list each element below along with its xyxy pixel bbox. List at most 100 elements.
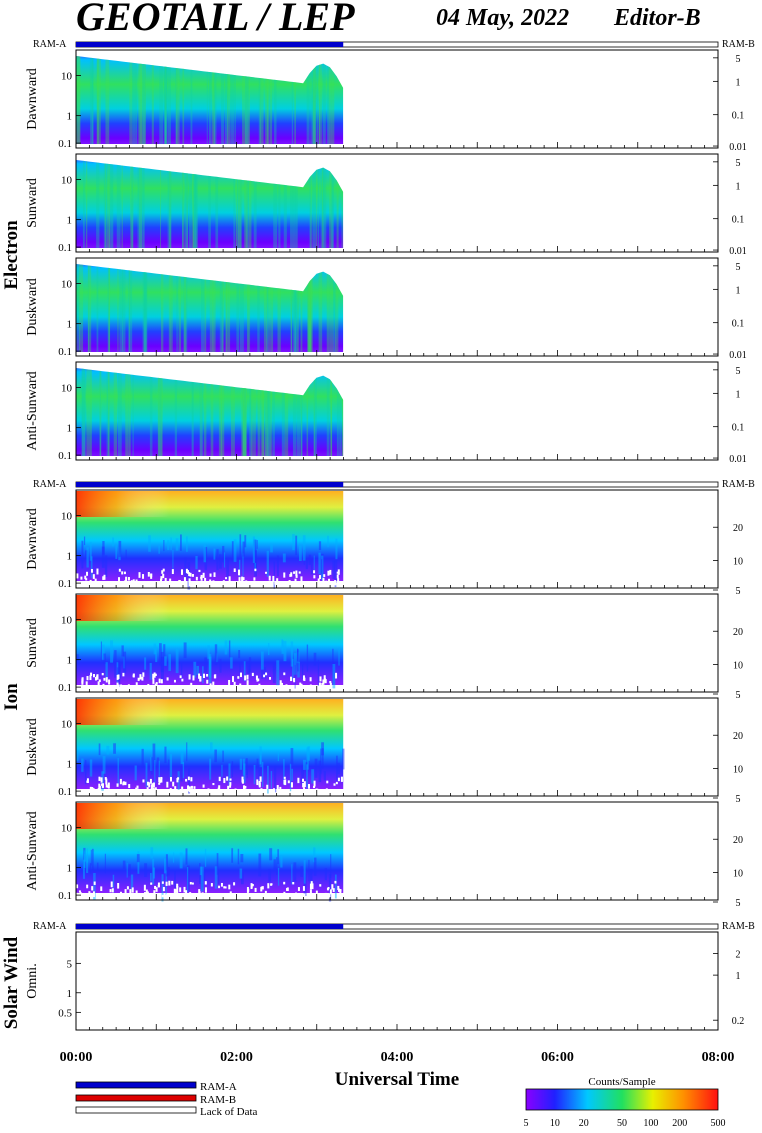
spectrogram-streak: [76, 56, 80, 144]
spectrogram-gap: [300, 683, 303, 688]
spectrogram-streak: [219, 658, 222, 673]
spectrogram-streak: [326, 368, 330, 456]
spectrogram-gap: [187, 776, 190, 781]
spectrogram-gap: [315, 890, 318, 897]
spectrogram-gap: [98, 785, 101, 791]
spectrogram-gap: [90, 568, 93, 573]
spectrogram-hot-band: [76, 595, 344, 621]
spectrogram-gap: [225, 577, 228, 580]
spectrogram-streak: [241, 872, 244, 885]
panel-label: Sunward: [25, 178, 40, 228]
spectrogram-streak: [313, 368, 316, 456]
spectrogram-gap: [189, 572, 192, 577]
spectrogram-gap: [202, 572, 205, 578]
spectrogram-gap: [319, 676, 322, 682]
spectrogram-streak: [84, 760, 87, 785]
spectrogram-gap: [86, 571, 89, 576]
spectrogram-gap: [154, 673, 157, 677]
spectrogram-streak: [150, 847, 154, 859]
spectrogram-gap: [152, 782, 155, 788]
spectrogram-streak: [170, 537, 172, 551]
panel-label: Omni.: [25, 963, 40, 998]
spectrogram-streak: [221, 264, 224, 352]
spectrogram-streak: [283, 160, 287, 248]
spectrogram-gap: [297, 777, 300, 784]
spectrogram-gap: [199, 676, 202, 682]
spectrogram-gap: [332, 888, 335, 892]
spectrogram-streak: [129, 264, 133, 352]
spectrogram-streak: [308, 859, 310, 882]
spectrogram-hot-band: [76, 699, 344, 725]
spectrogram-streak: [208, 656, 212, 684]
spectrogram-gap: [188, 580, 191, 587]
spectrogram-gap: [150, 784, 153, 790]
spectrogram-gap: [161, 570, 164, 574]
spectrogram-gap: [102, 576, 105, 580]
spectrogram-streak: [230, 56, 235, 144]
spectrogram-gap: [171, 880, 174, 885]
spectrogram-streak: [103, 653, 106, 664]
spectrogram-gap: [283, 776, 286, 779]
spectrogram-streak: [330, 368, 333, 456]
spectrogram-gap: [339, 889, 342, 892]
spectrogram-gap: [122, 782, 125, 786]
spectrogram-streak: [144, 264, 147, 352]
legend-swatch-lack: [75, 1106, 197, 1114]
spectrogram-gap: [206, 674, 209, 677]
spectrogram-gap: [152, 582, 155, 586]
spectrogram-gap: [130, 580, 133, 586]
spectrogram-gap: [123, 571, 126, 575]
spectrogram-streak: [216, 853, 219, 875]
spectrogram-streak: [247, 661, 250, 674]
spectrogram-gap: [169, 578, 172, 585]
spectrogram-streak: [327, 535, 329, 548]
spectrogram-gap: [318, 575, 321, 580]
spectrogram-streak: [90, 556, 93, 579]
spectrogram-gap: [161, 894, 164, 898]
x-tick-label: 06:00: [541, 1050, 574, 1065]
spectrogram-gap: [233, 681, 236, 687]
spectrogram-gap: [187, 785, 190, 792]
right-tick-label: 0.1: [732, 111, 745, 122]
spectrogram-streak: [130, 160, 134, 248]
spectrogram-gap: [244, 675, 247, 681]
spectrogram-streak: [103, 160, 108, 248]
spectrogram-streak: [239, 264, 244, 352]
spectrogram-streak: [293, 653, 297, 675]
spectrogram-streak: [182, 160, 184, 248]
spectrogram-streak: [106, 368, 110, 456]
spectrogram-gap: [327, 570, 330, 576]
spectrogram-streak: [303, 759, 307, 770]
spectrogram-streak: [295, 264, 299, 352]
spectrogram-streak: [167, 540, 170, 550]
spectrogram-gap: [190, 777, 193, 782]
spectrogram-streak: [336, 368, 339, 456]
spectrogram-gap: [268, 575, 271, 578]
spectrogram-streak: [223, 552, 226, 568]
spectrogram-streak: [260, 651, 264, 670]
spectrogram-streak: [322, 56, 326, 144]
y-tick-label: 0.1: [58, 450, 72, 462]
spectrogram-streak: [219, 554, 222, 569]
spectrogram-gap: [135, 579, 138, 585]
spectrogram-gap: [297, 686, 300, 691]
spectrogram-streak: [152, 858, 155, 885]
right-tick-label: 10: [733, 661, 743, 672]
spectrogram-streak: [319, 559, 323, 574]
spectrogram-gap: [233, 581, 236, 584]
spectrogram-streak: [239, 160, 242, 248]
spectrogram-gap: [261, 886, 264, 890]
spectrogram-streak: [193, 661, 197, 678]
y-tick-label: 10: [61, 382, 73, 394]
spectrogram-streak: [195, 555, 198, 570]
spectrogram-streak: [318, 56, 322, 144]
spectrogram-streak: [89, 759, 93, 777]
spectrogram-streak: [329, 264, 334, 352]
spectrogram-gap: [244, 785, 247, 789]
spectrogram-gap: [89, 675, 92, 681]
spectrogram-streak: [132, 56, 136, 144]
spectrogram-gap: [149, 778, 152, 784]
spectrogram-gap: [215, 789, 218, 793]
spectrogram-gap: [209, 573, 212, 577]
spectrogram-gap: [284, 779, 287, 786]
